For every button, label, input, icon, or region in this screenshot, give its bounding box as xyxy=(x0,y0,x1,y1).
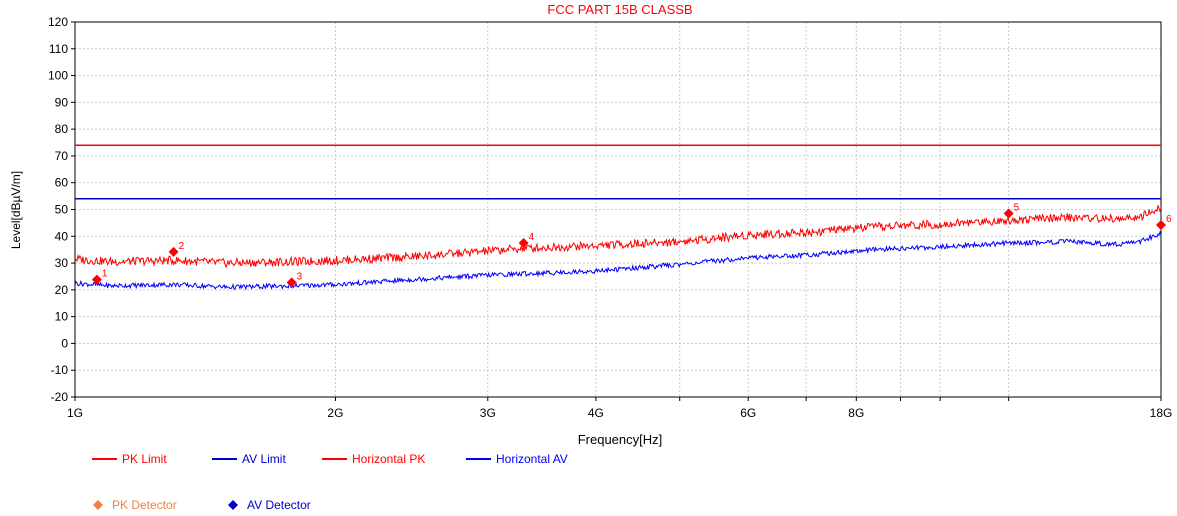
x-tick-label: 6G xyxy=(740,406,756,420)
y-tick-label: 60 xyxy=(55,176,69,190)
y-tick-label: 120 xyxy=(48,15,68,29)
y-tick-label: 110 xyxy=(49,42,68,56)
marker-5-diamond xyxy=(1003,208,1014,219)
marker-group: 1 2 3 4 5 6 xyxy=(91,203,1172,288)
legend-detector-diamond-2 xyxy=(228,500,238,510)
marker-2-label: 2 xyxy=(179,241,185,252)
marker-6-diamond xyxy=(1156,220,1166,231)
grid xyxy=(75,22,1161,397)
x-tick-label: 3G xyxy=(480,406,496,420)
plot-area xyxy=(74,21,1162,398)
x-tick-label: 8G xyxy=(848,406,864,420)
y-tick-label: -10 xyxy=(51,363,69,377)
legend-detector-label-1: PK Detector xyxy=(112,498,177,512)
marker-6-label: 6 xyxy=(1166,214,1172,225)
legend: PK Limit AV Limit Horizontal PK Horizontal … xyxy=(92,452,568,512)
y-tick-label: -20 xyxy=(51,390,69,404)
y-tick-label: 80 xyxy=(55,122,69,136)
x-axis-ticks: 1G 2G 3G 4G 6G 8G 18G xyxy=(67,397,1172,420)
x-axis-label: Frequency[Hz] xyxy=(578,432,663,447)
x-tick-label: 18G xyxy=(1150,406,1173,420)
legend-detector-diamond-1 xyxy=(93,500,103,510)
marker-1-diamond xyxy=(91,274,102,285)
y-tick-label: 10 xyxy=(55,310,69,324)
y-tick-label: 50 xyxy=(55,203,69,217)
marker-4-label: 4 xyxy=(529,232,535,243)
y-axis-label: Level[dBµV/m] xyxy=(9,171,23,249)
legend-label-1: PK Limit xyxy=(122,452,167,466)
y-tick-label: 70 xyxy=(55,149,69,163)
marker-1-label: 1 xyxy=(102,269,108,280)
y-axis-ticks: -20 -10 0 10 20 30 40 50 60 70 80 90 100 110 120 xyxy=(48,15,75,404)
x-tick-label: 2G xyxy=(327,406,343,420)
marker-3-label: 3 xyxy=(297,271,303,282)
legend-label-4: Horizontal AV xyxy=(496,452,568,466)
x-tick-label: 1G xyxy=(67,406,83,420)
legend-label-2: AV Limit xyxy=(242,452,286,466)
marker-5-label: 5 xyxy=(1014,203,1020,214)
x-tick-label: 4G xyxy=(588,406,604,420)
y-tick-label: 30 xyxy=(55,256,69,270)
legend-label-3: Horizontal PK xyxy=(352,452,425,466)
chart-title: FCC PART 15B CLASSB xyxy=(547,2,692,17)
series-line-horizontal-av xyxy=(74,230,1162,291)
y-tick-label: 0 xyxy=(61,336,68,350)
legend-detector-label-2: AV Detector xyxy=(247,498,311,512)
series-line-horizontal-pk xyxy=(74,205,1162,269)
marker-3-diamond xyxy=(286,277,297,288)
y-tick-label: 90 xyxy=(55,95,69,109)
y-tick-label: 40 xyxy=(55,229,69,243)
marker-2-diamond xyxy=(168,246,179,257)
y-tick-label: 20 xyxy=(55,283,69,297)
series-group xyxy=(74,144,1162,291)
marker-4-diamond xyxy=(518,237,529,248)
y-tick-label: 100 xyxy=(48,69,68,83)
